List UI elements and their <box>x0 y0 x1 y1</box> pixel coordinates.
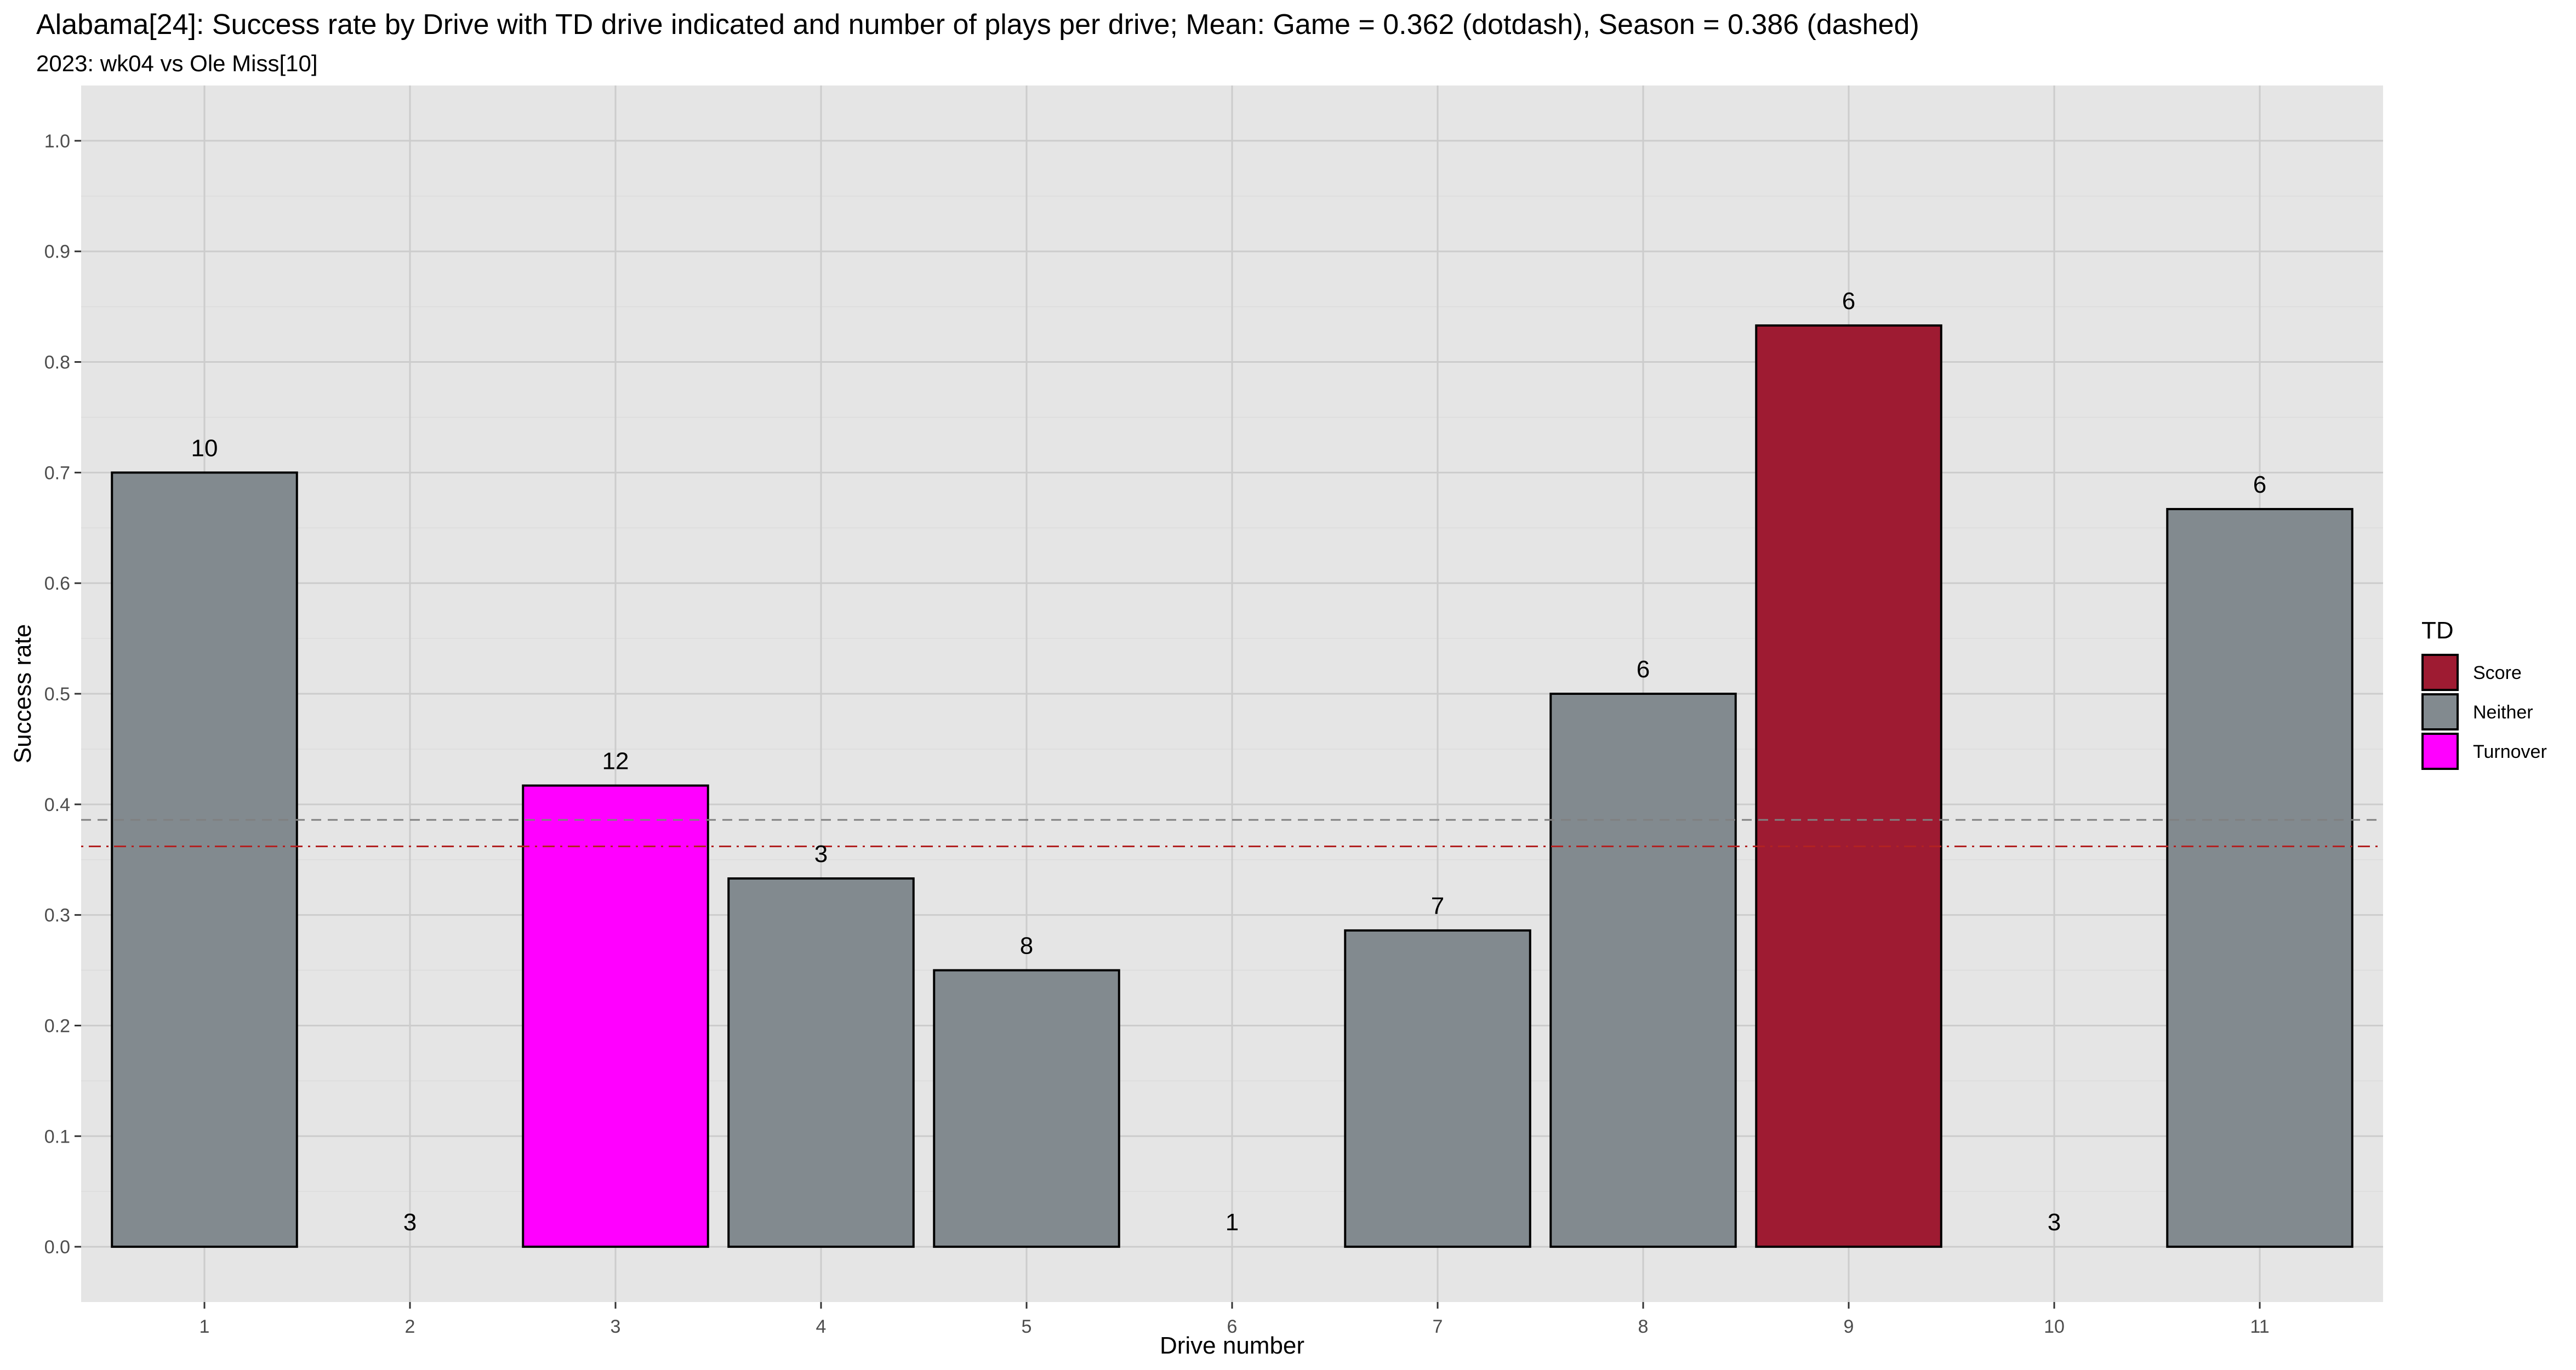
bar-drive-5 <box>933 969 1120 1248</box>
legend-label: Neither <box>2473 702 2533 723</box>
y-tick-label: 0.8 <box>44 352 70 373</box>
x-tick-label: 4 <box>816 1316 827 1337</box>
x-tick-label: 9 <box>1844 1316 1854 1337</box>
bar-drive-11 <box>2166 507 2353 1248</box>
x-tick-label: 7 <box>1433 1316 1443 1337</box>
y-tick-label: 0.6 <box>44 573 70 594</box>
bar-label: 1 <box>1226 1209 1239 1236</box>
y-tick-label: 0.7 <box>44 463 70 483</box>
x-axis-title: Drive number <box>1160 1332 1304 1359</box>
legend-key-turnover <box>2421 733 2459 770</box>
bar-label: 8 <box>1020 933 1033 960</box>
bar-label: 3 <box>814 841 828 867</box>
x-tick-label: 1 <box>200 1316 210 1337</box>
legend: TD Score Neither Turnover <box>2421 617 2547 770</box>
x-tick-label: 5 <box>1022 1316 1032 1337</box>
y-tick-label: 0.3 <box>44 905 70 926</box>
x-tick-label: 8 <box>1638 1316 1649 1337</box>
x-tick-label: 2 <box>405 1316 415 1337</box>
bar-drive-9 <box>1755 324 1942 1248</box>
bar-drive-7 <box>1344 929 1531 1248</box>
x-tick-label: 11 <box>2250 1316 2269 1337</box>
bars <box>111 324 2353 1248</box>
y-axis-ticks: 0.0 0.1 0.2 0.3 0.4 0.5 0.6 0.7 0.8 0.9 1.0 <box>44 131 81 1258</box>
y-axis-title: Success rate <box>9 624 36 763</box>
bar-label: 3 <box>2048 1209 2061 1236</box>
bar-label: 10 <box>191 435 218 461</box>
x-axis-ticks: 1 2 3 4 5 6 7 8 9 10 11 <box>200 1302 2270 1337</box>
chart-subtitle: 2023: wk04 vs Ole Miss[10] <box>36 50 318 76</box>
bar-labels: 10 3 12 3 8 1 7 6 6 3 6 <box>191 288 2267 1236</box>
bar-label: 6 <box>2253 471 2266 498</box>
mean-lines <box>81 819 2383 848</box>
bar-drive-8 <box>1549 693 1737 1248</box>
bar-label: 6 <box>1842 288 1855 315</box>
y-tick-label: 0.0 <box>44 1237 70 1258</box>
x-tick-label: 3 <box>611 1316 621 1337</box>
bar-label: 7 <box>1431 893 1444 920</box>
bar-drive-3 <box>522 784 709 1248</box>
legend-items: Score Neither Turnover <box>2421 654 2547 770</box>
bar-label: 12 <box>602 748 629 775</box>
bar-drive-4 <box>727 877 915 1248</box>
legend-label: Turnover <box>2473 741 2547 762</box>
legend-key-score <box>2421 654 2459 691</box>
y-tick-label: 0.4 <box>44 795 70 815</box>
bar-drive-1 <box>111 471 298 1248</box>
y-tick-label: 0.9 <box>44 242 70 262</box>
y-tick-label: 0.5 <box>44 684 70 705</box>
x-tick-label: 6 <box>1227 1316 1238 1337</box>
y-tick-label: 0.1 <box>44 1126 70 1147</box>
x-tick-label: 10 <box>2044 1316 2065 1337</box>
bar-label: 6 <box>1637 656 1650 683</box>
y-tick-label: 1.0 <box>44 131 70 152</box>
legend-label: Score <box>2473 663 2522 683</box>
bar-label: 3 <box>403 1209 417 1236</box>
chart-title: Alabama[24]: Success rate by Drive with … <box>36 9 1919 41</box>
y-tick-label: 0.2 <box>44 1015 70 1036</box>
legend-key-neither <box>2421 693 2459 730</box>
legend-title: TD <box>2421 617 2454 644</box>
